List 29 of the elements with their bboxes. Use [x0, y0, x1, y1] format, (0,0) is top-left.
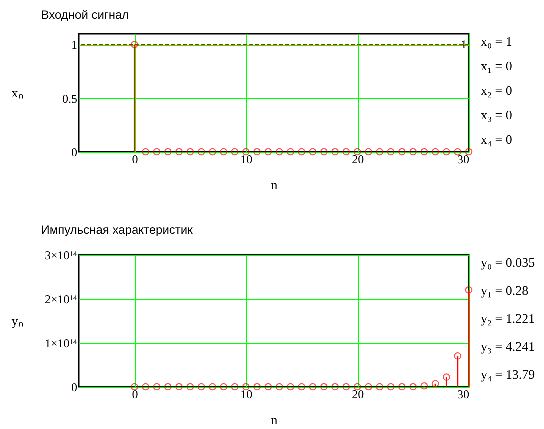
x-axis-title: n	[271, 412, 278, 428]
text: x₁ = 0	[481, 58, 512, 74]
y-axis-title: yₙ	[12, 314, 24, 328]
y-tick-label: 1	[72, 38, 78, 52]
chart-title: Импульсная характеристик	[41, 223, 194, 237]
x-tick-label: 20	[352, 388, 364, 402]
x-tick-label: 0	[132, 388, 138, 402]
text: x₀ = 1	[481, 34, 512, 49]
x-tick-label: 0	[132, 152, 138, 166]
x-tick-label: 30	[458, 152, 470, 166]
x-axis-title: n	[271, 178, 278, 192]
text: x₄ = 0	[481, 132, 512, 147]
y-tick-label: 3×10¹⁴	[44, 248, 78, 262]
chart-title: Входной сигнал	[41, 8, 130, 22]
y-tick-label: 2×10¹⁴	[44, 292, 78, 306]
x-tick-label: 20	[352, 152, 364, 166]
text: y₄ = 13.79	[481, 367, 536, 382]
text: x₂ = 0	[481, 83, 512, 98]
text: y₃ = 4.241	[481, 339, 536, 354]
text: y₁ = 0.28	[481, 283, 529, 298]
x-tick-label: 30	[458, 388, 470, 402]
x-tick-label: 10	[240, 388, 253, 402]
y-axis-title: xₙ	[12, 86, 24, 100]
x-tick-label: 10	[240, 152, 253, 166]
y-tick-label: 0.5	[62, 92, 78, 106]
y-tick-label: 1×10¹⁴	[44, 336, 78, 350]
text: x₃ = 0	[481, 108, 512, 122]
text: y₀ = 0.035	[481, 255, 536, 270]
text: y₂ = 1.221	[481, 311, 536, 326]
